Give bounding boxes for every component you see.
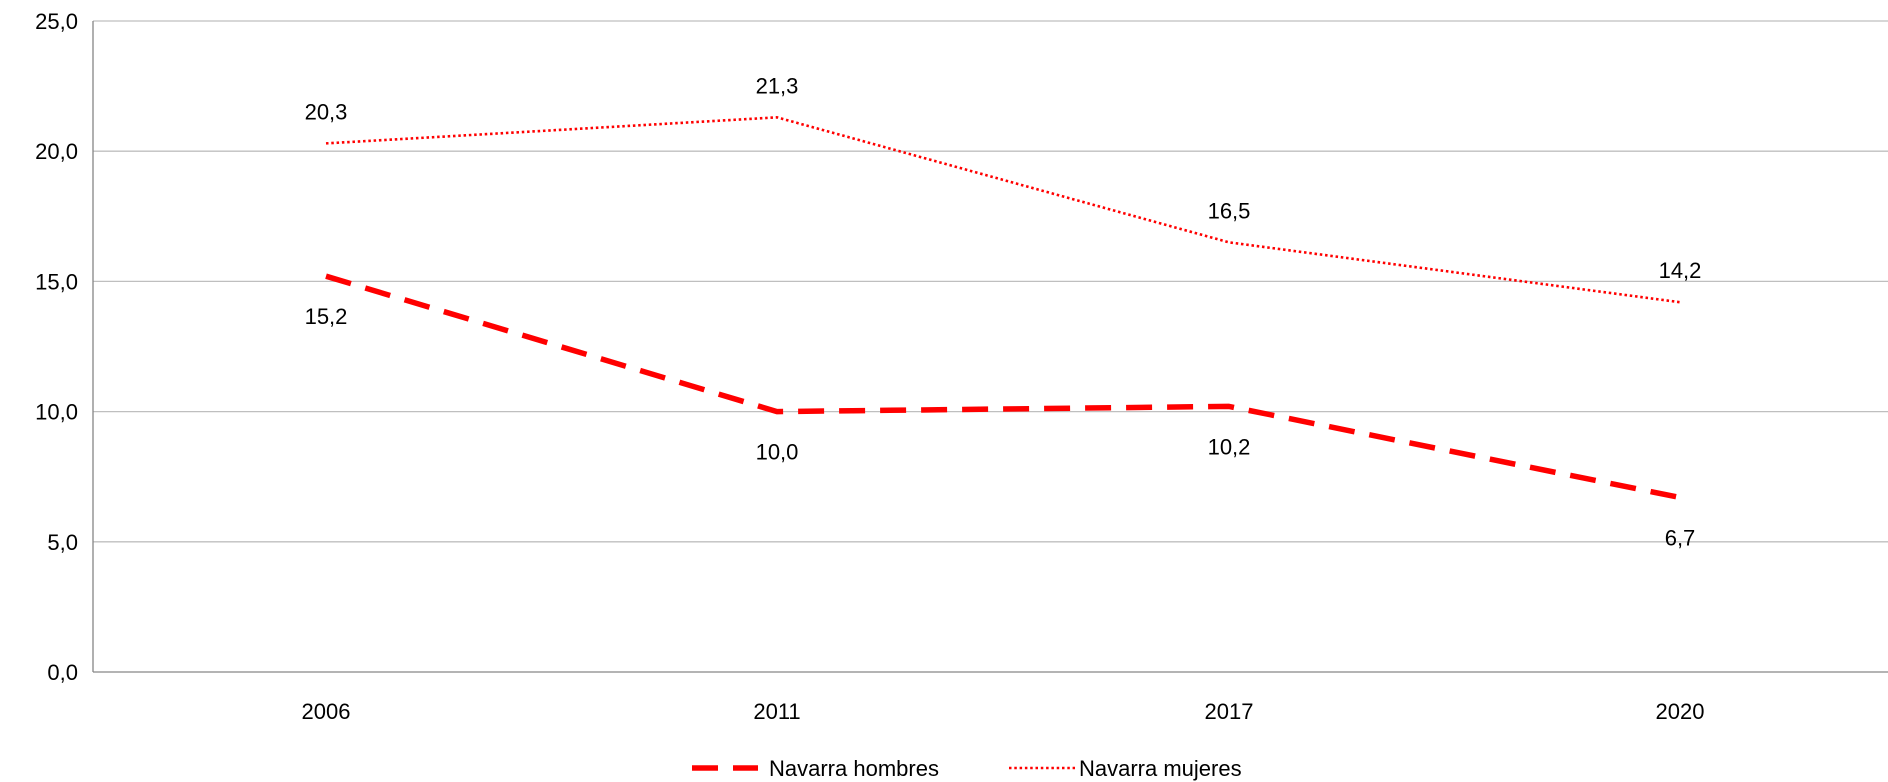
x-tick-label: 2017 (1205, 699, 1254, 724)
y-tick-label: 0,0 (47, 660, 78, 685)
axes (92, 21, 1888, 673)
series-line-2 (325, 116, 1681, 304)
series-lines (325, 116, 1681, 501)
y-tick-labels: 0,0 5,0 10,0 15,0 20,0 25,0 (35, 9, 78, 685)
data-label: 20,3 (305, 99, 348, 124)
data-label: 21,3 (756, 73, 799, 98)
data-label: 16,5 (1208, 198, 1251, 223)
x-tick-label: 2020 (1656, 699, 1705, 724)
gridlines (93, 20, 1888, 543)
x-tick-labels: 2006 2011 2017 2020 (302, 699, 1705, 724)
data-label: 6,7 (1665, 526, 1696, 551)
data-label: 15,2 (305, 304, 348, 329)
data-labels: 15,2 10,0 10,2 6,7 20,3 21,3 16,5 14,2 (305, 73, 1702, 550)
x-tick-label: 2006 (302, 699, 351, 724)
data-label: 10,0 (756, 440, 799, 465)
data-label: 14,2 (1659, 258, 1702, 283)
legend: Navarra hombres Navarra mujeres (692, 756, 1242, 781)
x-tick-label: 2011 (753, 699, 800, 724)
data-label: 10,2 (1208, 434, 1251, 459)
y-tick-label: 25,0 (35, 9, 78, 34)
y-tick-label: 5,0 (47, 530, 78, 555)
y-tick-label: 15,0 (35, 269, 78, 294)
legend-label-2: Navarra mujeres (1079, 756, 1242, 781)
legend-label-1: Navarra hombres (769, 756, 939, 781)
series-line-1 (325, 273, 1681, 501)
y-tick-label: 20,0 (35, 139, 78, 164)
y-tick-label: 10,0 (35, 400, 78, 425)
